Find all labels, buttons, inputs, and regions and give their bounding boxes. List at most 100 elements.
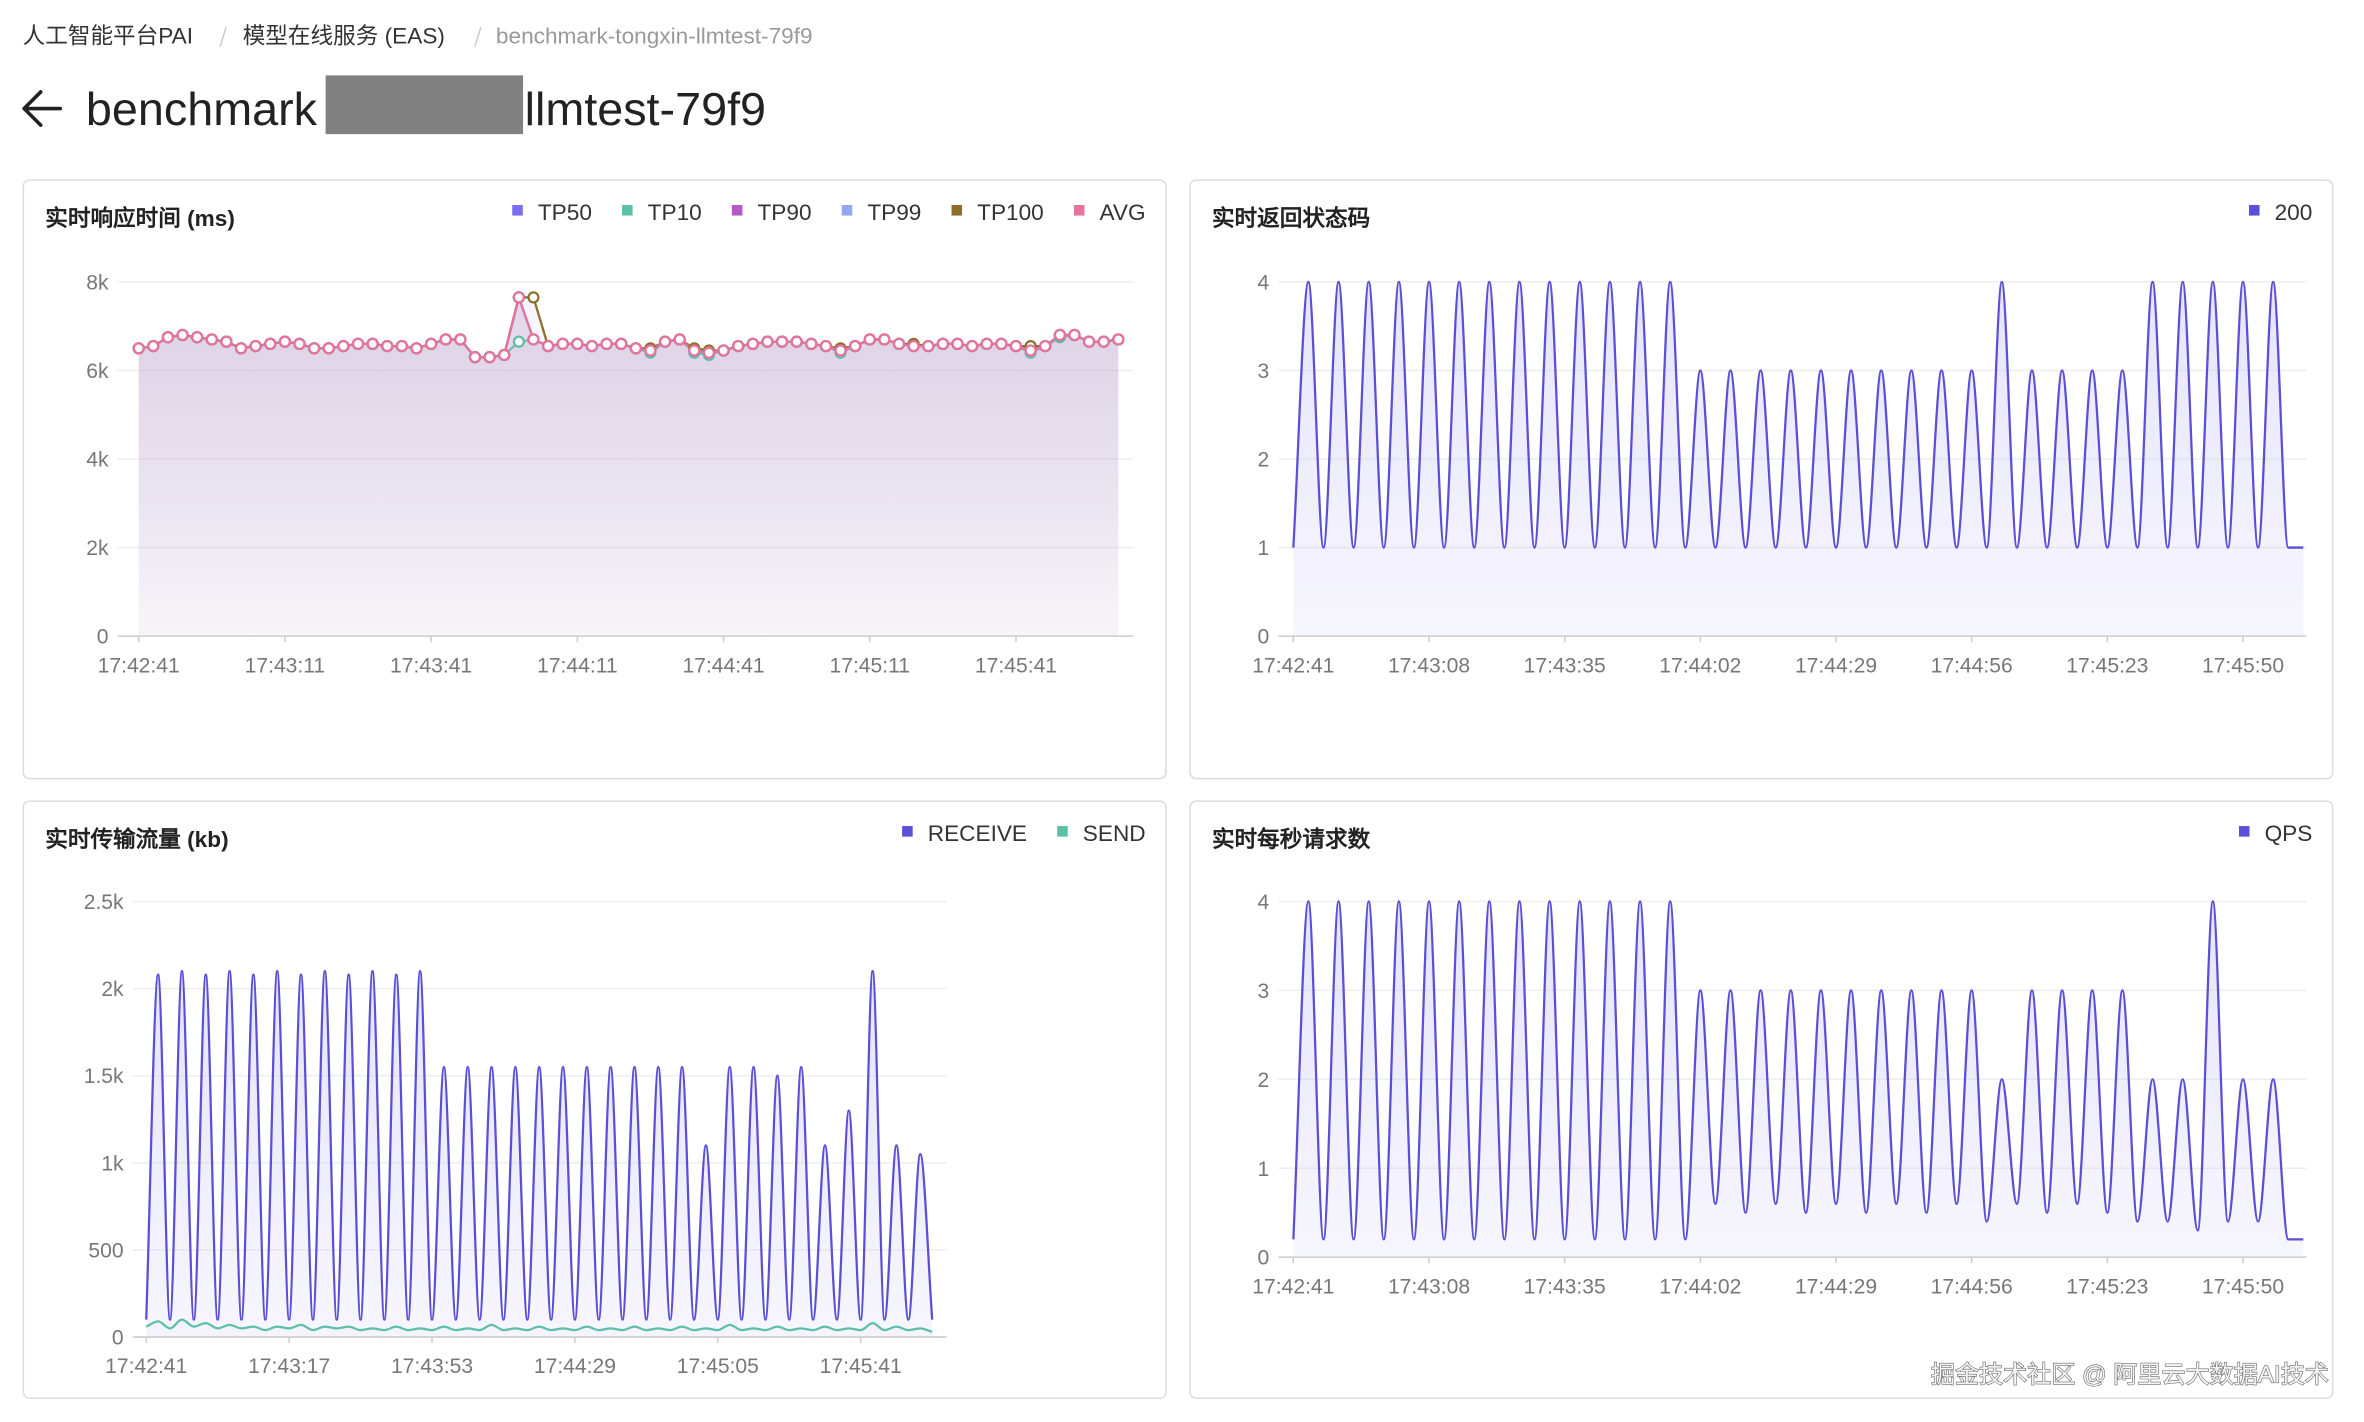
point	[761, 335, 774, 348]
y-tick-label: 0	[112, 1327, 124, 1350]
point	[556, 337, 569, 350]
chart-title: 实时每秒请求数	[1212, 826, 1371, 852]
point	[527, 291, 540, 304]
point	[644, 344, 657, 357]
point	[980, 337, 993, 350]
point	[278, 335, 292, 348]
point	[615, 337, 628, 350]
point	[746, 337, 759, 350]
point	[790, 335, 803, 348]
series-line	[1292, 280, 2304, 549]
back-arrow[interactable]	[22, 90, 63, 127]
point	[673, 333, 686, 346]
legend-swatch	[2248, 205, 2260, 216]
legend-label[interactable]: SEND	[1083, 821, 1146, 846]
legend-label[interactable]: QPS	[2265, 821, 2313, 846]
point	[161, 331, 175, 344]
point	[220, 335, 233, 348]
x-tick-label: 17:45:50	[2202, 1275, 2284, 1298]
point	[951, 337, 964, 350]
point	[1009, 339, 1023, 353]
y-tick-label: 0	[1257, 1247, 1269, 1270]
point	[1039, 339, 1052, 353]
legend-swatch	[902, 826, 913, 837]
legend-label[interactable]: AVG	[1100, 200, 1146, 225]
legend-swatch	[731, 205, 743, 216]
series-area	[138, 297, 1119, 637]
breadcrumb-current: benchmark-tongxin-llmtest-79f9	[496, 24, 813, 49]
x-tick-label: 17:45:41	[975, 654, 1057, 677]
y-tick-label: 2k	[101, 978, 124, 1001]
point	[147, 339, 160, 353]
x-tick-label: 17:43:11	[245, 654, 326, 677]
x-tick-label: 17:43:35	[1524, 1275, 1606, 1298]
x-tick-label: 17:45:50	[2202, 654, 2284, 677]
y-tick-label: 0	[97, 626, 109, 649]
series-area	[146, 971, 933, 1338]
breadcrumb-item[interactable]: 模型在线服务 (EAS)	[243, 24, 445, 49]
y-tick-label: 1	[1257, 537, 1269, 560]
point	[1112, 333, 1125, 346]
point	[527, 333, 540, 346]
point	[629, 342, 642, 355]
x-tick-label: 17:45:23	[2066, 654, 2148, 677]
x-tick-label: 17:44:29	[534, 1355, 616, 1378]
point	[717, 344, 730, 357]
series-line	[145, 1318, 933, 1333]
x-tick-label: 17:44:02	[1659, 1275, 1741, 1298]
y-tick-label: 1.5k	[84, 1065, 124, 1088]
point	[571, 337, 584, 350]
point	[878, 333, 891, 346]
x-tick-label: 17:43:53	[391, 1355, 473, 1378]
point	[1082, 335, 1096, 348]
x-tick-label: 17:42:41	[1252, 1275, 1334, 1298]
redaction	[325, 75, 524, 135]
breadcrumb-separator	[474, 26, 482, 47]
point	[234, 342, 248, 355]
x-tick-label: 17:44:29	[1795, 1275, 1877, 1298]
legend-label[interactable]: TP99	[867, 200, 921, 225]
y-tick-label: 6k	[86, 360, 109, 383]
point	[600, 337, 613, 350]
point	[863, 333, 876, 346]
page-title: llmtest-79f9	[525, 83, 766, 135]
x-tick-label: 17:44:02	[1659, 654, 1741, 677]
legend-swatch	[1057, 826, 1068, 837]
chart-title: 实时传输流量 (kb)	[45, 826, 228, 852]
point	[410, 342, 423, 355]
x-tick-label: 17:43:17	[248, 1355, 330, 1378]
point	[512, 291, 525, 304]
breadcrumb-separator	[219, 26, 227, 47]
point	[1053, 328, 1066, 342]
point	[439, 333, 452, 346]
point	[176, 328, 189, 342]
point	[468, 351, 482, 364]
legend-label[interactable]: TP50	[538, 200, 592, 225]
chart-title: 实时返回状态码	[1212, 205, 1370, 231]
point	[922, 339, 935, 353]
legend-swatch	[1073, 205, 1085, 216]
point	[834, 344, 847, 357]
chart-title: 实时响应时间 (ms)	[45, 205, 235, 231]
point	[775, 335, 789, 348]
legend-label[interactable]: TP10	[648, 200, 702, 225]
x-tick-label: 17:44:56	[1931, 1275, 2013, 1298]
series-line	[1292, 900, 2304, 1241]
legend-label[interactable]: TP100	[977, 200, 1044, 225]
y-tick-label: 2k	[86, 537, 109, 560]
point	[322, 342, 335, 355]
watermark: 掘金技术社区 @ 阿里云大数据AI技术	[1931, 1361, 2329, 1388]
legend-label[interactable]: RECEIVE	[928, 821, 1027, 846]
legend-label[interactable]: 200	[2275, 200, 2313, 225]
y-tick-label: 2	[1257, 449, 1269, 472]
x-tick-label: 17:45:11	[829, 654, 910, 677]
point	[907, 339, 920, 353]
x-tick-label: 17:43:41	[390, 654, 472, 677]
point	[483, 351, 496, 364]
legend-label[interactable]: TP90	[758, 200, 812, 225]
y-tick-label: 4	[1257, 271, 1269, 294]
point	[381, 339, 394, 353]
point	[849, 339, 862, 353]
breadcrumb-item[interactable]: 人工智能平台PAI	[23, 24, 193, 49]
